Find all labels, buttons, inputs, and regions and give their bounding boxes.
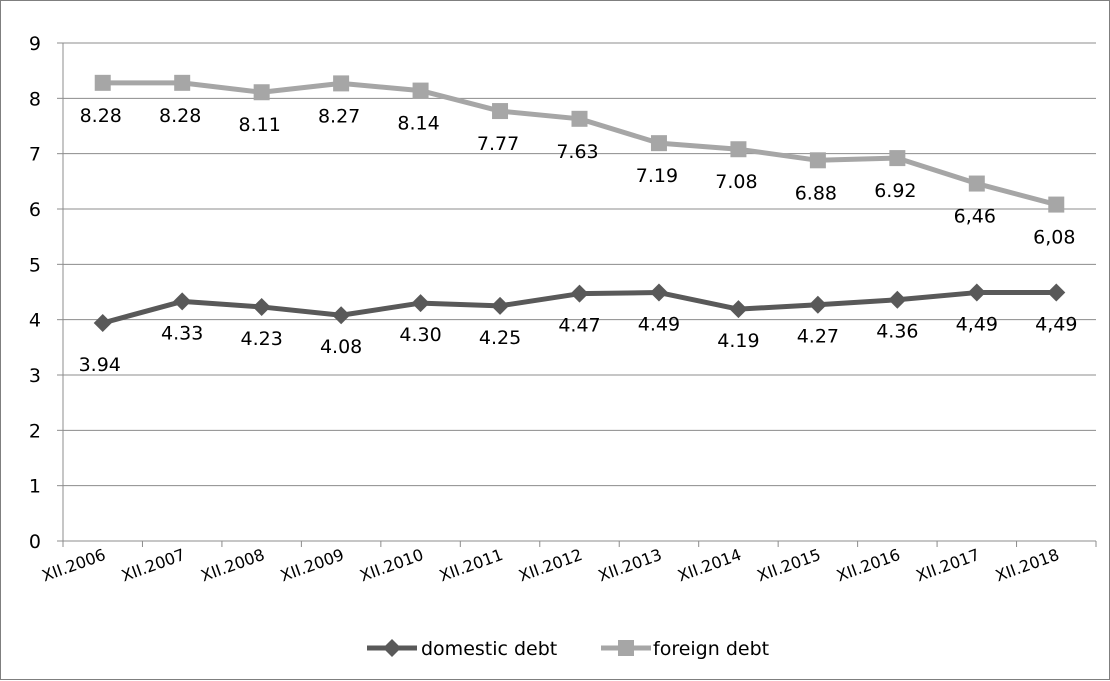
x-tick-label: XII.2006 bbox=[39, 545, 108, 585]
x-tick-label: XII.2009 bbox=[278, 545, 347, 585]
x-tick-label: XII.2017 bbox=[913, 545, 982, 585]
data-label-foreign: 7.19 bbox=[636, 165, 678, 187]
data-label-domestic: 4.36 bbox=[876, 321, 918, 343]
data-label-foreign: 6.88 bbox=[795, 182, 837, 204]
data-label-foreign: 8.28 bbox=[80, 105, 122, 127]
y-tick-label: 0 bbox=[29, 531, 41, 553]
data-label-domestic: 4,49 bbox=[956, 314, 998, 336]
data-label-domestic: 4.25 bbox=[479, 327, 521, 349]
x-tick-label: XII.2012 bbox=[516, 545, 585, 585]
data-label-domestic: 4.47 bbox=[558, 315, 600, 337]
axes bbox=[57, 42, 1097, 547]
data-point-square bbox=[571, 110, 588, 127]
data-point-diamond bbox=[967, 283, 986, 302]
data-point-diamond bbox=[173, 292, 192, 311]
x-tick-labels: XII.2006 XII.2007 XII.2008 XII.2009 XII.2010… bbox=[39, 545, 1061, 585]
data-point-diamond bbox=[888, 290, 907, 309]
data-label-foreign: 8.28 bbox=[159, 105, 201, 127]
data-point-diamond bbox=[729, 300, 748, 319]
data-label-foreign: 6.92 bbox=[874, 180, 916, 202]
data-label-domestic: 4,49 bbox=[1035, 314, 1077, 336]
y-tick-label: 5 bbox=[29, 254, 41, 276]
x-tick-label: XII.2016 bbox=[834, 545, 903, 585]
legend-label: domestic debt bbox=[421, 638, 557, 660]
data-point-diamond bbox=[1047, 283, 1066, 302]
data-point-square bbox=[94, 74, 111, 91]
data-point-diamond bbox=[411, 294, 430, 313]
x-tick-label: XII.2018 bbox=[993, 545, 1062, 585]
y-tick-label: 2 bbox=[29, 420, 41, 442]
y-tick-labels: 0 1 2 3 4 5 6 7 8 9 bbox=[29, 33, 41, 553]
data-point-square bbox=[253, 84, 270, 101]
legend-label: foreign debt bbox=[653, 638, 769, 660]
series bbox=[93, 74, 1066, 332]
data-label-foreign: 8.11 bbox=[238, 114, 280, 136]
legend-foreign-debt: foreign debt bbox=[601, 638, 769, 660]
data-label-foreign: 8.14 bbox=[397, 113, 439, 135]
x-tick-label: XII.2011 bbox=[437, 545, 506, 585]
y-tick-label: 7 bbox=[29, 144, 41, 166]
data-point-square bbox=[730, 141, 747, 158]
data-label-domestic: 4.23 bbox=[240, 328, 282, 350]
data-label-domestic: 4.27 bbox=[797, 326, 839, 348]
data-point-square bbox=[618, 640, 634, 656]
data-label-foreign: 6,46 bbox=[954, 206, 996, 228]
data-point-square bbox=[333, 75, 350, 92]
data-point-diamond bbox=[570, 284, 589, 303]
data-label-domestic: 4.19 bbox=[717, 330, 759, 352]
y-tick-label: 3 bbox=[29, 365, 41, 387]
data-label-foreign: 7.63 bbox=[556, 141, 598, 163]
data-point-square bbox=[1048, 196, 1065, 213]
x-tick-label: XII.2010 bbox=[357, 545, 426, 585]
x-tick-label: XII.2007 bbox=[119, 545, 188, 585]
data-point-square bbox=[809, 152, 826, 169]
data-point-square bbox=[889, 150, 906, 167]
y-tick-label: 1 bbox=[29, 476, 41, 498]
y-tick-label: 8 bbox=[29, 88, 41, 110]
x-tick-label: XII.2013 bbox=[596, 545, 665, 585]
data-point-diamond bbox=[649, 283, 668, 302]
data-labels: 3.94 4.33 4.23 4.08 4.30 4.25 4.47 4.49 4.19 4.27… bbox=[79, 105, 1078, 376]
gridlines bbox=[63, 42, 1096, 487]
legend: domestic debt foreign debt bbox=[367, 638, 769, 660]
data-point-diamond bbox=[808, 295, 827, 314]
data-label-domestic: 4.30 bbox=[399, 324, 441, 346]
data-point-square bbox=[492, 103, 509, 120]
y-tick-label: 4 bbox=[29, 310, 41, 332]
data-point-diamond bbox=[491, 296, 510, 315]
data-label-foreign: 7.77 bbox=[477, 133, 519, 155]
data-point-diamond bbox=[252, 297, 271, 316]
y-tick-label: 9 bbox=[29, 33, 41, 55]
data-point-square bbox=[650, 135, 667, 152]
y-tick-label: 6 bbox=[29, 199, 41, 221]
data-label-foreign: 8.27 bbox=[318, 105, 360, 127]
data-point-square bbox=[174, 74, 191, 91]
data-label-domestic: 3.94 bbox=[79, 354, 121, 376]
x-tick-label: XII.2014 bbox=[675, 545, 744, 585]
data-point-diamond bbox=[332, 306, 351, 325]
data-point-diamond bbox=[383, 639, 401, 657]
legend-domestic-debt: domestic debt bbox=[367, 638, 557, 660]
x-tick-label: XII.2015 bbox=[755, 545, 824, 585]
data-point-square bbox=[412, 82, 429, 99]
data-label-foreign: 7.08 bbox=[715, 171, 757, 193]
x-tick-label: XII.2008 bbox=[198, 545, 267, 585]
data-label-domestic: 4.33 bbox=[161, 322, 203, 344]
data-label-foreign: 6,08 bbox=[1033, 227, 1075, 249]
data-point-square bbox=[968, 175, 985, 192]
data-label-domestic: 4.49 bbox=[638, 314, 680, 336]
data-label-domestic: 4.08 bbox=[320, 336, 362, 358]
data-point-diamond bbox=[93, 313, 112, 332]
